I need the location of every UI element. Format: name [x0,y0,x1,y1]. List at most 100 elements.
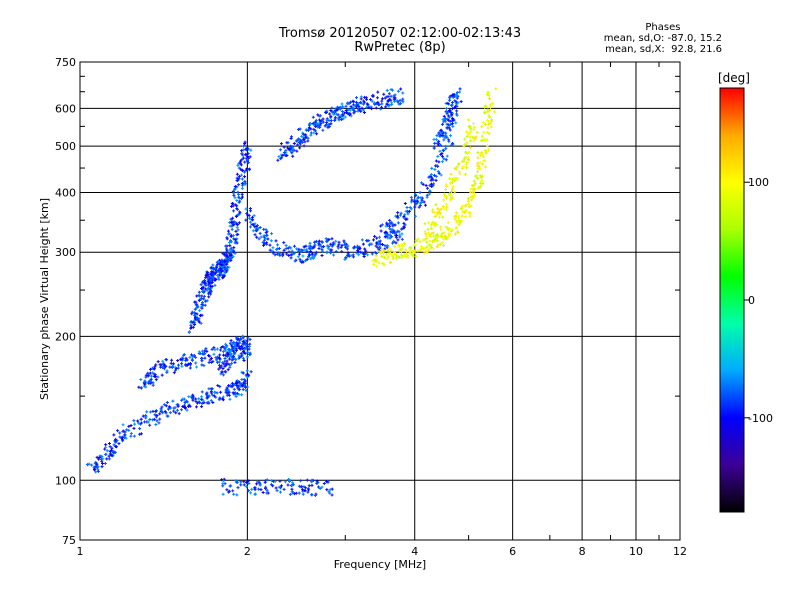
data-point-x [450,187,454,191]
data-point-o [440,160,444,164]
data-point-o [401,91,405,95]
data-point-o [438,132,442,136]
data-point-o [229,246,233,250]
data-point-o [276,158,280,162]
data-point-o [325,250,329,254]
data-point-x [382,263,386,267]
data-point-o [240,393,244,397]
data-point-x [472,193,476,197]
data-point-o [378,242,382,246]
data-point-o [127,424,131,428]
y-tick-label: 200 [55,330,76,343]
data-point-x [375,258,379,262]
data-point-o [246,158,250,162]
data-point-o [240,344,244,348]
data-point-x [407,246,411,250]
data-point-o [412,200,416,204]
data-point-x [463,204,467,208]
data-point-o [231,255,235,259]
data-point-o [245,369,249,373]
data-point-x [450,178,454,182]
data-point-o [449,134,453,138]
data-point-o [217,270,221,274]
data-point-o [200,397,204,401]
data-point-o [396,211,400,215]
data-point-o [194,400,198,404]
data-point-o [291,491,295,495]
data-point-x [444,225,448,229]
data-point-o [271,246,275,250]
data-point-x [442,192,446,196]
data-point-x [408,249,412,253]
data-point-o [249,491,253,495]
x-tick-label: 8 [579,545,586,558]
data-point-o [244,168,248,172]
data-point-o [389,230,393,234]
data-point-x [441,215,445,219]
data-point-o [243,160,247,164]
data-point-o [351,255,355,259]
data-point-o [209,272,213,276]
data-point-x [475,163,479,167]
data-point-o [203,276,207,280]
data-point-x [454,217,458,221]
data-point-o [227,384,231,388]
data-point-x [435,245,439,249]
data-point-o [211,263,215,267]
data-point-o [161,365,165,369]
data-point-o [346,253,350,257]
data-point-o [329,114,333,118]
data-point-o [361,242,365,246]
data-point-x [453,190,457,194]
data-point-o [144,373,148,377]
data-point-o [244,207,248,211]
data-point-x [444,195,448,199]
data-point-o [396,238,400,242]
x-tick-label: 4 [411,545,418,558]
data-point-o [418,201,422,205]
data-point-o [187,330,191,334]
data-point-o [138,427,142,431]
data-point-x [487,109,491,113]
data-point-o [196,316,200,320]
data-point-o [450,113,454,117]
data-point-o [184,358,188,362]
data-point-o [193,307,197,311]
data-point-o [403,213,407,217]
data-point-o [273,480,277,484]
data-point-x [454,214,458,218]
data-point-o [244,384,248,388]
data-point-o [231,216,235,220]
data-point-o [360,238,364,242]
data-point-o [429,173,433,177]
data-point-o [348,111,352,115]
data-point-o [383,244,387,248]
data-point-o [458,87,462,91]
data-point-o [166,414,170,418]
data-point-o [218,353,222,357]
data-point-x [460,214,464,218]
data-point-o [254,227,258,231]
data-point-o [319,122,323,126]
data-point-o [374,106,378,110]
data-point-o [217,356,221,360]
data-point-x [444,236,448,240]
data-point-x [487,94,491,98]
data-point-o [445,107,449,111]
data-point-o [250,218,254,222]
data-point-x [446,220,450,224]
data-point-o [250,223,254,227]
data-point-x [415,239,419,243]
data-point-o [263,242,267,246]
data-point-x [463,137,467,141]
data-point-o [299,259,303,263]
data-point-o [144,413,148,417]
data-point-o [241,148,245,152]
data-point-o [440,122,444,126]
data-point-o [389,98,393,102]
data-point-o [306,490,310,494]
data-point-o [223,359,227,363]
y-axis-ticks: 75 100 200 300 400 500 600 750 [55,56,680,547]
data-point-o [93,465,97,469]
data-point-x [469,187,473,191]
